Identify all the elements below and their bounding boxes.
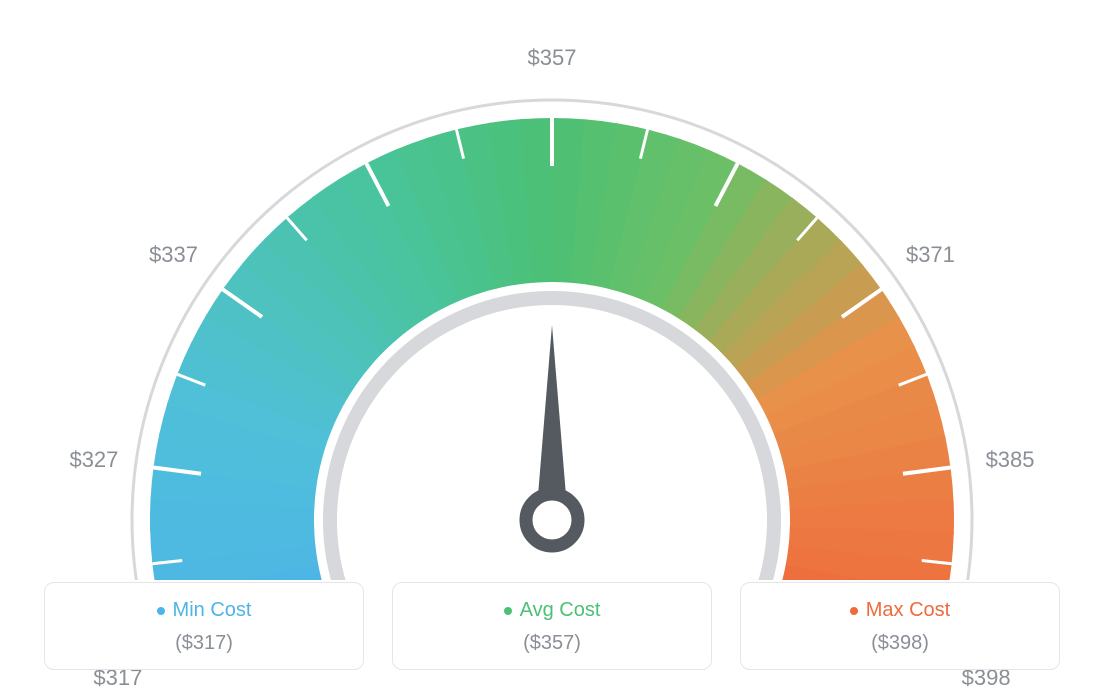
- legend-title-max: Max Cost: [850, 599, 950, 622]
- legend-card-min: Min Cost ($317): [44, 582, 364, 670]
- gauge-tick-label: $357: [528, 45, 577, 71]
- legend-dot-max: [850, 607, 858, 615]
- legend-title-avg: Avg Cost: [504, 599, 601, 622]
- legend-dot-min: [157, 607, 165, 615]
- cost-gauge: $317$327$337$357$371$385$398: [52, 20, 1052, 580]
- legend-value-max: ($398): [751, 632, 1049, 655]
- legend-label-avg: Avg Cost: [520, 599, 601, 622]
- legend-dot-avg: [504, 607, 512, 615]
- gauge-needle-hub: [526, 494, 578, 546]
- legend-card-avg: Avg Cost ($357): [392, 582, 712, 670]
- gauge-tick-label: $327: [69, 447, 118, 473]
- legend-card-max: Max Cost ($398): [740, 582, 1060, 670]
- legend-value-min: ($317): [55, 632, 353, 655]
- gauge-tick-label: $371: [906, 242, 955, 268]
- gauge-tick-label: $337: [149, 242, 198, 268]
- legend-value-avg: ($357): [403, 632, 701, 655]
- legend-label-max: Max Cost: [866, 599, 950, 622]
- gauge-svg: [52, 20, 1052, 580]
- legend-row: Min Cost ($317) Avg Cost ($357) Max Cost…: [0, 582, 1104, 670]
- gauge-tick-label: $385: [986, 447, 1035, 473]
- legend-title-min: Min Cost: [157, 599, 252, 622]
- legend-label-min: Min Cost: [173, 599, 252, 622]
